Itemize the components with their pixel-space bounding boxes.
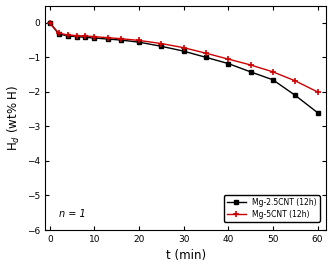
Mg-5CNT (12h) [66,33,70,36]
Mg-5CNT (12h) [57,32,61,35]
Mg-2.5CNT (12h) [83,36,87,39]
Mg-2.5CNT (12h) [204,56,208,59]
Mg-5CNT (12h) [106,36,110,39]
Mg-5CNT (12h) [137,39,141,42]
Mg-2.5CNT (12h) [92,36,96,40]
Mg-5CNT (12h) [48,21,52,24]
Mg-5CNT (12h) [271,70,275,73]
Mg-2.5CNT (12h) [48,21,52,24]
Mg-2.5CNT (12h) [293,94,297,97]
Mg-2.5CNT (12h) [66,34,70,38]
Mg-2.5CNT (12h) [249,70,253,73]
Mg-2.5CNT (12h) [315,111,319,114]
Mg-2.5CNT (12h) [182,50,186,53]
Mg-2.5CNT (12h) [226,62,230,65]
Mg-5CNT (12h) [293,79,297,83]
Line: Mg-2.5CNT (12h): Mg-2.5CNT (12h) [47,20,320,115]
Mg-5CNT (12h) [159,42,163,45]
Mg-2.5CNT (12h) [119,39,123,42]
Legend: Mg-2.5CNT (12h), Mg-5CNT (12h): Mg-2.5CNT (12h), Mg-5CNT (12h) [224,195,320,222]
Mg-5CNT (12h) [204,52,208,55]
X-axis label: t (min): t (min) [166,250,206,262]
Mg-5CNT (12h) [83,34,87,38]
Line: Mg-5CNT (12h): Mg-5CNT (12h) [46,19,321,95]
Mg-5CNT (12h) [75,34,79,37]
Mg-2.5CNT (12h) [106,38,110,41]
Mg-5CNT (12h) [119,37,123,40]
Mg-2.5CNT (12h) [159,45,163,48]
Text: n = 1: n = 1 [59,209,86,219]
Mg-2.5CNT (12h) [57,32,61,35]
Mg-5CNT (12h) [226,57,230,61]
Mg-5CNT (12h) [182,46,186,49]
Mg-5CNT (12h) [315,90,319,94]
Mg-2.5CNT (12h) [271,78,275,81]
Y-axis label: H$_d$ (wt% H): H$_d$ (wt% H) [6,85,22,151]
Mg-2.5CNT (12h) [75,35,79,38]
Mg-5CNT (12h) [249,63,253,66]
Mg-2.5CNT (12h) [137,40,141,44]
Mg-5CNT (12h) [92,35,96,38]
